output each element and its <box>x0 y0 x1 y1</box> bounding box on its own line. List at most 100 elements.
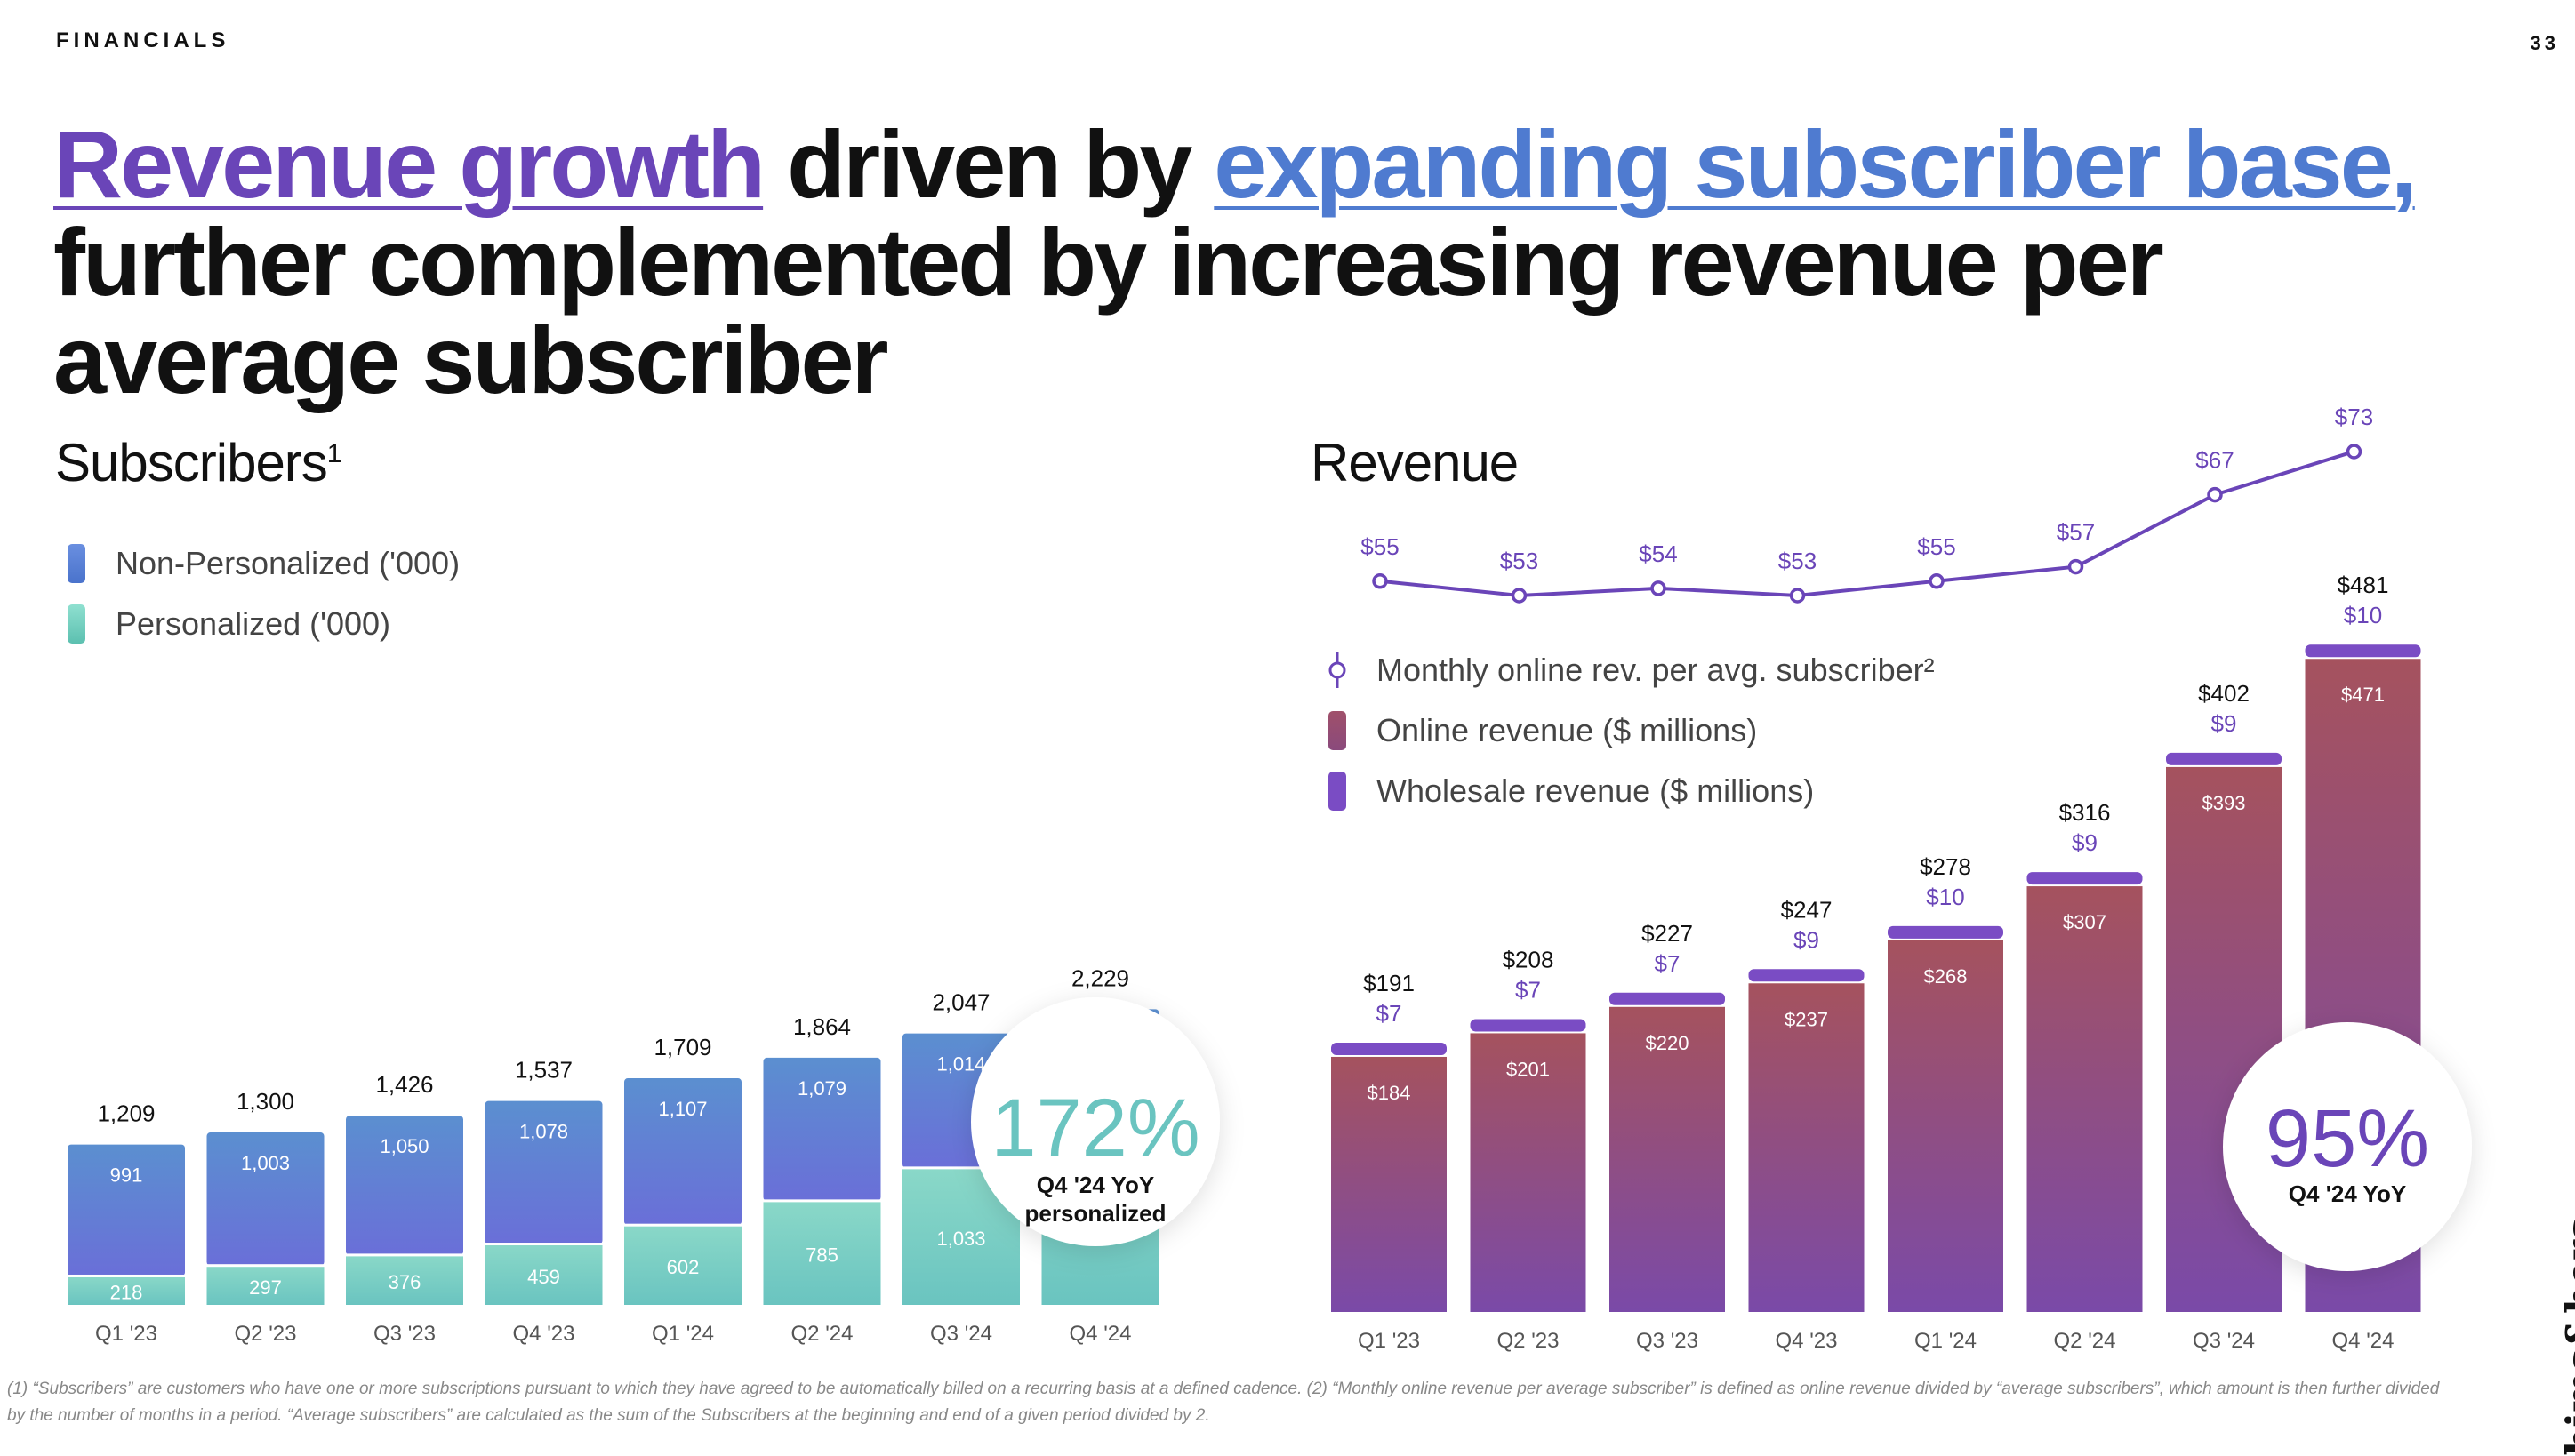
bar-label-non-personalized: 1,107 <box>658 1098 707 1120</box>
bar-online-revenue <box>1470 1033 1586 1312</box>
x-tick-label: Q1 '23 <box>1358 1329 1420 1353</box>
subscribers-legend: Non-Personalized ('000) Personalized ('0… <box>68 533 460 654</box>
line-point-label: $67 <box>2195 447 2234 474</box>
line-point <box>1511 588 1528 604</box>
bar-total-label: $481 <box>2338 572 2389 598</box>
bar-label-wholesale: $7 <box>1515 976 1541 1003</box>
bar-online-revenue <box>1888 940 2003 1312</box>
subscribers-callout-line1: Q4 '24 YoY <box>1037 1172 1154 1198</box>
bar-total-label: 1,864 <box>793 1013 851 1040</box>
section-label: FINANCIALS <box>56 28 230 52</box>
bar-total-label: $278 <box>1920 853 1971 880</box>
bar-wholesale-revenue <box>1748 969 1865 982</box>
x-tick-label: Q2 '23 <box>1497 1329 1560 1353</box>
bar-non-personalized <box>763 1057 881 1201</box>
legend-item-wholesale-revenue: Wholesale revenue ($ millions) <box>1328 761 1935 821</box>
title-highlight-revenue-growth: Revenue growth <box>53 110 766 218</box>
x-tick-label: Q3 '23 <box>1636 1329 1698 1353</box>
line-series-monthly-rev <box>1379 450 2355 598</box>
bar-wholesale-revenue <box>2026 872 2143 885</box>
line-point-label: $55 <box>1360 533 1399 560</box>
bar-label-non-personalized: 1,078 <box>519 1121 568 1143</box>
revenue-callout: 95% Q4 '24 YoY <box>2223 1022 2472 1271</box>
line-point-label: $54 <box>1639 540 1677 567</box>
bar-label-online: $307 <box>2063 911 2106 933</box>
bar-total-label: 1,537 <box>515 1057 573 1084</box>
bar-segment-divider <box>763 1199 881 1203</box>
bar-label-wholesale: $9 <box>2072 829 2098 856</box>
line-point <box>1650 580 1666 596</box>
x-tick-label: Q2 '24 <box>791 1322 854 1346</box>
x-tick-label: Q3 '24 <box>930 1322 992 1346</box>
legend-label-non-personalized: Non-Personalized ('000) <box>116 545 461 581</box>
bar-personalized <box>763 1200 881 1305</box>
bar-label-online: $201 <box>1506 1058 1550 1080</box>
bar-non-personalized <box>485 1100 603 1244</box>
revenue-callout-circle <box>2223 1022 2472 1271</box>
brand-logo: hims&hers <box>2559 1218 2575 1456</box>
bar-label-non-personalized: 1,079 <box>798 1077 846 1100</box>
line-point <box>1372 573 1388 589</box>
subscribers-callout: 172% Q4 '24 YoY personalized <box>971 997 1220 1246</box>
bar-label-online: $237 <box>1785 1008 1828 1030</box>
legend-swatch-non-personalized <box>68 544 85 583</box>
bar-segment-divider <box>68 1274 185 1277</box>
bar-total-label: $402 <box>2198 680 2250 707</box>
line-point <box>2346 444 2362 460</box>
footnote: (1) “Subscribers” are customers who have… <box>7 1380 2440 1425</box>
x-tick-label: Q1 '24 <box>652 1322 714 1346</box>
bar-total-label: 2,229 <box>1071 964 1129 991</box>
title-text-2: further complemented by increasing reven… <box>53 208 2164 413</box>
x-tick-label: Q2 '23 <box>235 1322 297 1346</box>
line-point-label: $57 <box>2057 519 2095 546</box>
bar-total-label: $208 <box>1503 946 1554 972</box>
revenue-callout-value: 95% <box>2266 1093 2429 1184</box>
page-number: 33 <box>2530 32 2559 54</box>
bar-wholesale-revenue <box>1331 1042 1447 1055</box>
bar-personalized <box>485 1244 603 1305</box>
bar-non-personalized <box>206 1132 325 1266</box>
bar-non-personalized <box>346 1116 463 1255</box>
subscribers-heading: Subscribers <box>55 433 328 492</box>
bar-label-personalized: 297 <box>249 1276 282 1299</box>
bar-wholesale-revenue <box>1609 992 1725 1005</box>
bar-label-wholesale: $10 <box>1926 884 1964 910</box>
subscribers-callout-value: 172% <box>991 1083 1199 1173</box>
legend-swatch-online <box>1328 711 1346 750</box>
revenue-callout-line1: Q4 '24 YoY <box>2289 1180 2406 1207</box>
legend-item-personalized: Personalized ('000) <box>68 594 460 654</box>
bar-non-personalized <box>68 1144 185 1276</box>
x-tick-label: Q1 '23 <box>95 1322 157 1346</box>
bar-total-label: $316 <box>2059 799 2111 826</box>
bar-label-personalized: 376 <box>389 1271 421 1293</box>
bar-personalized <box>206 1265 325 1305</box>
bar-online-revenue <box>1609 1006 1725 1312</box>
x-tick-label: Q3 '24 <box>2193 1329 2255 1353</box>
line-point <box>2207 486 2223 503</box>
bar-label-non-personalized: 991 <box>110 1164 143 1187</box>
line-point <box>1789 588 1806 604</box>
bar-total-label: 2,047 <box>932 989 990 1016</box>
bar-label-personalized: 218 <box>110 1282 143 1304</box>
legend-item-non-personalized: Non-Personalized ('000) <box>68 533 460 594</box>
bar-label-wholesale: $7 <box>1376 1000 1402 1027</box>
legend-swatch-personalized <box>68 604 85 644</box>
bar-label-wholesale: $9 <box>1793 926 1819 953</box>
bar-segment-divider <box>346 1253 463 1257</box>
bar-label-wholesale: $10 <box>2344 602 2382 628</box>
legend-item-online-revenue: Online revenue ($ millions) <box>1328 700 1935 761</box>
x-tick-label: Q4 '23 <box>513 1322 575 1346</box>
legend-swatch-wholesale <box>1328 772 1346 811</box>
bar-label-non-personalized: 1,050 <box>380 1135 429 1157</box>
bar-segment-divider <box>206 1264 325 1268</box>
bar-label-online: $220 <box>1646 1032 1689 1054</box>
subscribers-footnote-ref: 1 <box>326 439 342 468</box>
line-marker-icon <box>1328 651 1346 690</box>
revenue-chart-title: Revenue <box>1311 433 1519 492</box>
bar-segment-divider <box>624 1223 742 1227</box>
x-tick-label: Q4 '24 <box>1070 1322 1132 1346</box>
page-title: Revenue growth driven by expanding subsc… <box>53 116 2525 409</box>
line-point <box>2067 558 2084 575</box>
bar-total-label: $227 <box>1641 920 1693 947</box>
